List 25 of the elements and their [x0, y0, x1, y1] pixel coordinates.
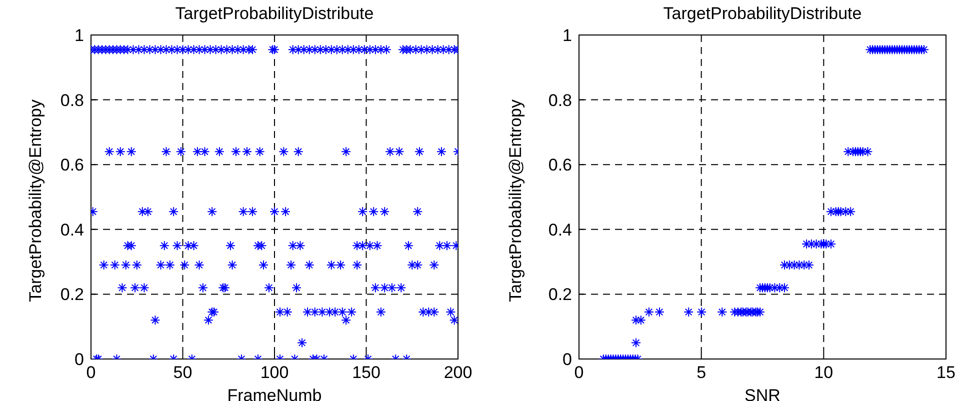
- y-tick-label: 0.8: [60, 90, 84, 110]
- y-tick-label: 1: [74, 26, 84, 46]
- x-tick-label: 15: [936, 363, 956, 382]
- chart-title: TargetProbabilityDistribute: [174, 4, 375, 24]
- x-tick-label: 50: [173, 363, 192, 382]
- chart-title: TargetProbabilityDistribute: [662, 4, 863, 24]
- y-tick-label: 0.4: [60, 220, 84, 240]
- y-tick-label: 0.6: [60, 156, 84, 175]
- x-tick-label: 100: [260, 363, 289, 382]
- x-axis-title: SNR: [744, 386, 780, 401]
- x-tick-label: 150: [352, 363, 380, 382]
- y-tick-label: 0: [562, 350, 572, 370]
- y-tick-label: 0.8: [548, 90, 572, 110]
- y-axis-title: TargetProbability@Entropy: [26, 99, 46, 302]
- x-tick-label: 10: [814, 363, 834, 382]
- y-tick-label: 0: [74, 350, 84, 370]
- y-tick-label: 1: [562, 26, 572, 46]
- x-axis-title: FrameNumb: [227, 386, 322, 401]
- y-tick-label: 0.4: [548, 220, 572, 240]
- x-tick-label: 5: [696, 363, 706, 382]
- x-tick-label: 200: [444, 363, 472, 382]
- y-axis-title: TargetProbability@Entropy: [506, 99, 526, 302]
- y-tick-label: 0.2: [548, 285, 572, 304]
- y-tick-label: 0.6: [548, 156, 572, 175]
- y-tick-label: 0.2: [60, 285, 84, 304]
